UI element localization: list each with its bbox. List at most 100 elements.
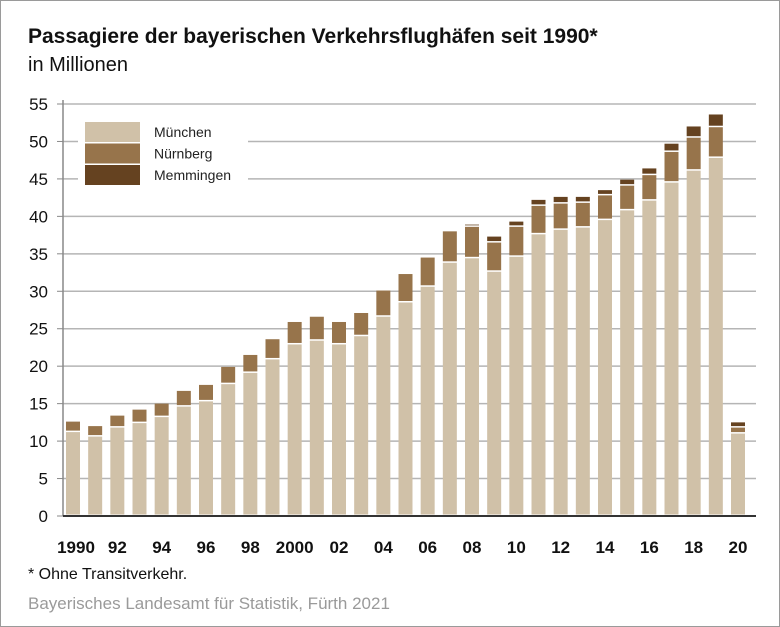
x-tick-label: 02 [330, 538, 349, 557]
y-tick-label: 10 [29, 432, 48, 451]
legend-label: München [154, 124, 212, 140]
bar-nrnberg-1990 [66, 421, 80, 431]
y-tick-label: 5 [39, 470, 48, 489]
bar-nrnberg-2000 [287, 321, 302, 343]
chart-title: Passagiere der bayerischen Verkehrsflugh… [28, 25, 598, 48]
x-tick-label: 10 [507, 538, 526, 557]
bar-nrnberg-1991 [88, 426, 103, 436]
y-tick-label: 35 [29, 245, 48, 264]
bar-mnchen-2005 [398, 302, 413, 515]
bar-mnchen-2018 [686, 170, 701, 515]
legend-swatch-1 [85, 143, 140, 164]
bar-nrnberg-2015 [620, 185, 635, 209]
bar-mnchen-2000 [287, 344, 302, 515]
bar-mnchen-2007 [442, 262, 457, 515]
bar-memmingen-2017 [664, 143, 679, 151]
bar-mnchen-1993 [132, 423, 147, 515]
bar-nrnberg-2009 [487, 242, 502, 271]
bar-nrnberg-2014 [598, 195, 612, 219]
bar-mnchen-2003 [354, 336, 369, 515]
bar-mnchen-2006 [420, 286, 435, 515]
x-tick-label: 98 [241, 538, 260, 557]
bar-memmingen-2011 [531, 199, 546, 205]
bar-memmingen-2008 [465, 224, 479, 226]
bar-mnchen-2004 [376, 316, 391, 515]
bar-mnchen-1999 [265, 359, 280, 515]
x-tick-label: 1990 [57, 538, 95, 557]
bar-mnchen-1995 [176, 406, 191, 515]
footnote: * Ohne Transitverkehr. [28, 566, 188, 583]
bar-nrnberg-2013 [575, 202, 590, 227]
x-tick-label: 20 [729, 538, 748, 557]
bar-mnchen-2019 [708, 157, 723, 515]
bar-mnchen-1991 [88, 436, 103, 515]
bar-mnchen-2001 [309, 340, 324, 515]
bar-mnchen-2013 [575, 227, 590, 515]
x-tick-label: 94 [152, 538, 171, 557]
y-tick-label: 30 [29, 282, 48, 301]
source-note: Bayerisches Landesamt für Statistik, Für… [28, 594, 390, 613]
bar-memmingen-2010 [509, 221, 524, 226]
chart-subtitle: in Millionen [28, 54, 129, 76]
x-tick-label: 04 [374, 538, 393, 557]
bar-mnchen-2014 [598, 220, 612, 515]
bar-nrnberg-2001 [309, 316, 324, 340]
bar-memmingen-2020 [731, 422, 745, 427]
bar-mnchen-2020 [731, 433, 745, 515]
y-tick-label: 0 [39, 507, 48, 526]
bar-nrnberg-1999 [265, 339, 280, 358]
bar-mnchen-1994 [154, 417, 169, 515]
bar-nrnberg-1995 [176, 390, 191, 406]
bar-nrnberg-1996 [199, 384, 213, 400]
bar-mnchen-1996 [199, 401, 213, 515]
bar-nrnberg-1993 [132, 409, 147, 422]
bar-nrnberg-2004 [376, 290, 391, 316]
bar-memmingen-2012 [553, 196, 568, 203]
y-tick-label: 55 [29, 95, 48, 114]
bar-nrnberg-2012 [553, 203, 568, 229]
bar-memmingen-2018 [686, 126, 701, 137]
bar-nrnberg-1997 [221, 366, 236, 383]
y-tick-label: 45 [29, 170, 48, 189]
bar-nrnberg-1994 [154, 403, 169, 416]
bar-mnchen-2016 [642, 200, 657, 515]
x-tick-label: 18 [684, 538, 703, 557]
bar-nrnberg-2017 [664, 151, 679, 182]
y-tick-label: 50 [29, 132, 48, 151]
bar-mnchen-2009 [487, 271, 502, 515]
legend-swatch-0 [85, 122, 140, 142]
y-tick-label: 40 [29, 207, 48, 226]
bar-mnchen-2010 [509, 256, 524, 515]
bar-memmingen-2014 [598, 190, 612, 194]
bar-mnchen-1990 [66, 432, 80, 515]
bar-nrnberg-2002 [332, 321, 346, 343]
x-tick-label: 14 [596, 538, 615, 557]
x-tick-label: 92 [108, 538, 127, 557]
bar-memmingen-2019 [708, 114, 723, 126]
legend-label: Memmingen [154, 167, 231, 183]
legend-swatch-2 [85, 165, 140, 185]
bar-nrnberg-2005 [398, 274, 413, 302]
bar-mnchen-2017 [664, 182, 679, 515]
bar-nrnberg-2008 [465, 226, 479, 257]
bar-memmingen-2015 [620, 179, 635, 185]
bar-mnchen-2012 [553, 229, 568, 515]
bar-nrnberg-2018 [686, 137, 701, 170]
y-tick-label: 15 [29, 395, 48, 414]
x-tick-label: 96 [197, 538, 216, 557]
x-tick-label: 2000 [276, 538, 314, 557]
bar-nrnberg-2003 [354, 312, 369, 335]
bar-nrnberg-2011 [531, 205, 546, 233]
bar-mnchen-1997 [221, 384, 236, 515]
bar-nrnberg-1998 [243, 354, 258, 372]
bar-nrnberg-2006 [420, 257, 435, 286]
bar-nrnberg-2016 [642, 175, 657, 200]
x-tick-label: 06 [418, 538, 437, 557]
bar-mnchen-2008 [465, 258, 479, 515]
x-tick-label: 16 [640, 538, 659, 557]
bar-memmingen-2016 [642, 168, 657, 174]
bar-memmingen-2013 [575, 196, 590, 202]
y-tick-label: 25 [29, 320, 48, 339]
bar-nrnberg-2007 [442, 231, 457, 262]
